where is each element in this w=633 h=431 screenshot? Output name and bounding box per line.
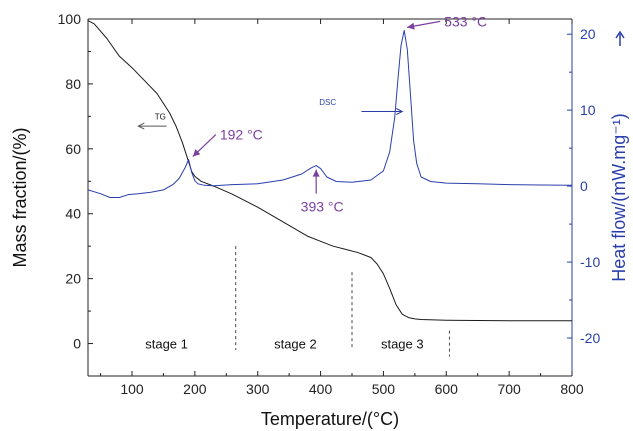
- x-tick-label: 300: [246, 381, 270, 397]
- y-right-tick-label: 20: [580, 26, 596, 42]
- stage-label: stage 2: [274, 337, 317, 352]
- x-tick-label: 400: [309, 381, 333, 397]
- annotation-label: 393 °C: [301, 199, 344, 215]
- annotations-layer: 192 °C 393 °C 533 °C: [192, 13, 487, 215]
- x-tick-label: 800: [560, 381, 584, 397]
- series-line-dsc: [87, 29, 573, 198]
- stage-label: stage 3: [381, 337, 424, 352]
- y-left-tick-label: 40: [65, 206, 81, 222]
- annotation-arrowhead-icon: [312, 169, 320, 177]
- dsc-arrow-icon: [396, 108, 404, 115]
- heat-flow-arrow-icon: [615, 30, 625, 46]
- dsc-label: DSC: [319, 98, 336, 107]
- tg-arrow-icon: [137, 122, 145, 130]
- y-right-tick-label: 10: [580, 102, 596, 118]
- y-left-tick-label: 80: [65, 76, 81, 92]
- annotation-label: 533 °C: [444, 13, 487, 29]
- stage-dividers: [235, 246, 450, 357]
- tg-label: TG: [155, 113, 166, 122]
- annotation-arrowhead-icon: [407, 22, 415, 30]
- y-right-tick-label: -20: [580, 330, 600, 346]
- x-tick-label: 100: [120, 381, 144, 397]
- y-left-axis-title: Mass fraction/(%): [10, 127, 30, 267]
- axes-layer: 100 200 300 400 500 600 700 800020406080100-20-…: [58, 11, 601, 397]
- annotation-label: 192 °C: [220, 127, 263, 143]
- y-right-axis-title: Heat flow/(mW.mg⁻¹): [609, 113, 629, 282]
- x-axis-title: Temperature/(°C): [261, 409, 399, 429]
- y-left-tick-label: 100: [58, 11, 82, 27]
- y-left-tick-label: 0: [73, 336, 81, 352]
- series-line-tg: [87, 20, 572, 322]
- y-right-tick-label: -10: [580, 254, 600, 270]
- x-tick-label: 200: [183, 381, 207, 397]
- annotation-arrowhead-icon: [192, 149, 201, 157]
- x-tick-label: 700: [497, 381, 521, 397]
- x-tick-label: 500: [372, 381, 396, 397]
- x-tick-label: 600: [435, 381, 459, 397]
- y-left-tick-label: 60: [65, 141, 81, 157]
- y-right-tick-label: 0: [580, 178, 588, 194]
- series-layer: [87, 20, 573, 322]
- labels-layer: Temperature/(°C) Mass fraction/(%) Heat fl…: [10, 30, 629, 429]
- stage-label: stage 1: [145, 337, 188, 352]
- y-left-tick-label: 20: [65, 271, 81, 287]
